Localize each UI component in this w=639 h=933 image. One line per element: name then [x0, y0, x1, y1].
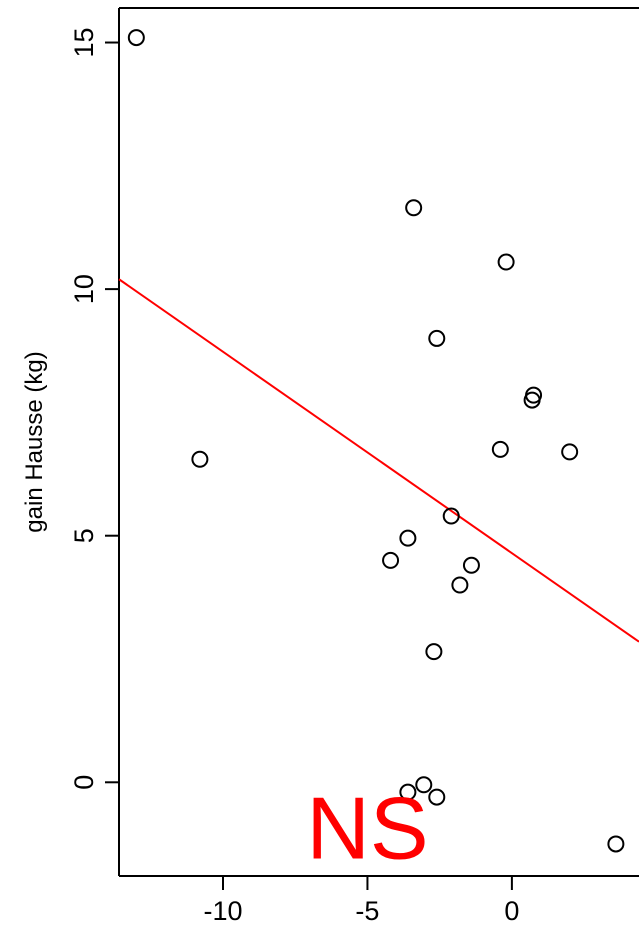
y-axis-title: gain Hausse (kg)	[21, 351, 48, 532]
y-tick-label: 15	[69, 27, 99, 57]
data-point	[127, 29, 145, 47]
x-tick-label: -5	[355, 896, 379, 926]
data-point	[497, 253, 515, 271]
y-tick-label: 10	[69, 274, 99, 304]
x-tick-label: 0	[504, 896, 519, 926]
data-point	[399, 529, 417, 547]
data-point	[425, 643, 443, 661]
data-point	[523, 391, 541, 409]
data-point	[607, 835, 625, 853]
x-tick-label: -10	[203, 896, 242, 926]
ns-annotation: NS	[306, 779, 428, 878]
y-tick-label: 5	[69, 528, 99, 543]
y-tick-label: 0	[69, 775, 99, 790]
data-point	[491, 440, 509, 458]
data-point	[382, 551, 400, 569]
fit-line	[118, 278, 639, 643]
data-point	[415, 776, 433, 794]
data-point	[451, 576, 469, 594]
data-point	[428, 329, 446, 347]
data-point	[428, 788, 446, 806]
data-point	[399, 783, 417, 801]
data-point	[561, 443, 579, 461]
data-point	[442, 507, 460, 525]
data-point	[462, 556, 480, 574]
data-point	[191, 450, 209, 468]
data-point	[405, 199, 423, 217]
